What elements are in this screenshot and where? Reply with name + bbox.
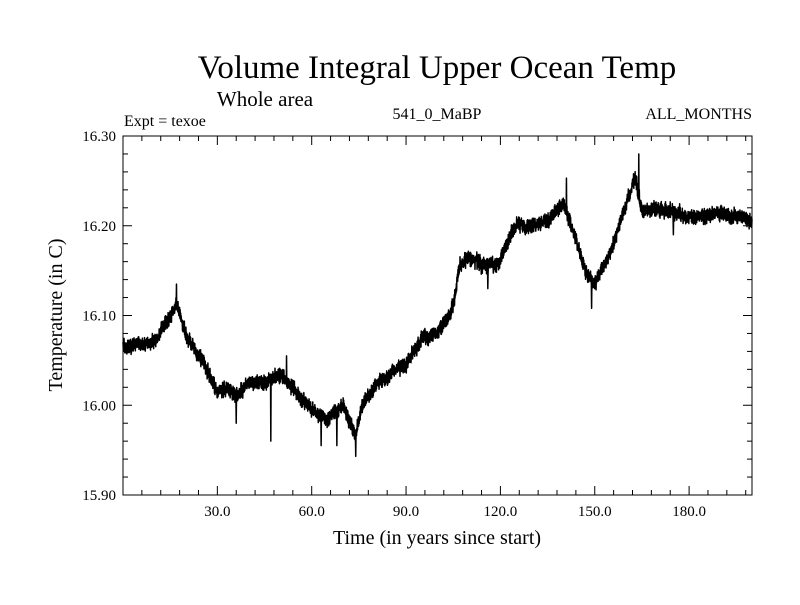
y-tick-labels: 15.90 16.00 16.10 16.20 16.30 <box>82 129 116 504</box>
x-axis-label: Time (in years since start) <box>333 527 541 549</box>
y-tick-label: 16.00 <box>82 398 116 414</box>
months-label: ALL_MONTHS <box>645 106 752 123</box>
x-tick-label: 30.0 <box>204 504 230 520</box>
chart-title: Volume Integral Upper Ocean Temp <box>198 50 676 86</box>
y-tick-label: 16.30 <box>82 129 116 145</box>
y-tick-label: 16.20 <box>82 219 116 235</box>
x-tick-label: 90.0 <box>393 504 419 520</box>
axis-ticks <box>122 135 752 496</box>
series-line-temperature <box>122 153 753 458</box>
y-tick-label: 15.90 <box>82 488 116 504</box>
run-label: 541_0_MaBP <box>393 106 482 123</box>
y-tick-label: 16.10 <box>82 309 116 325</box>
plot-frame <box>122 135 753 496</box>
x-tick-label: 120.0 <box>484 504 518 520</box>
experiment-label: Expt = texoe <box>124 113 206 130</box>
x-tick-label: 150.0 <box>578 504 612 520</box>
x-tick-labels: 30.0 60.0 90.0 120.0 150.0 180.0 <box>204 504 706 520</box>
x-tick-label: 60.0 <box>299 504 325 520</box>
y-axis-label: Temperature (in C) <box>45 239 67 392</box>
x-tick-label: 180.0 <box>672 504 706 520</box>
chart-subtitle: Whole area <box>217 87 314 111</box>
